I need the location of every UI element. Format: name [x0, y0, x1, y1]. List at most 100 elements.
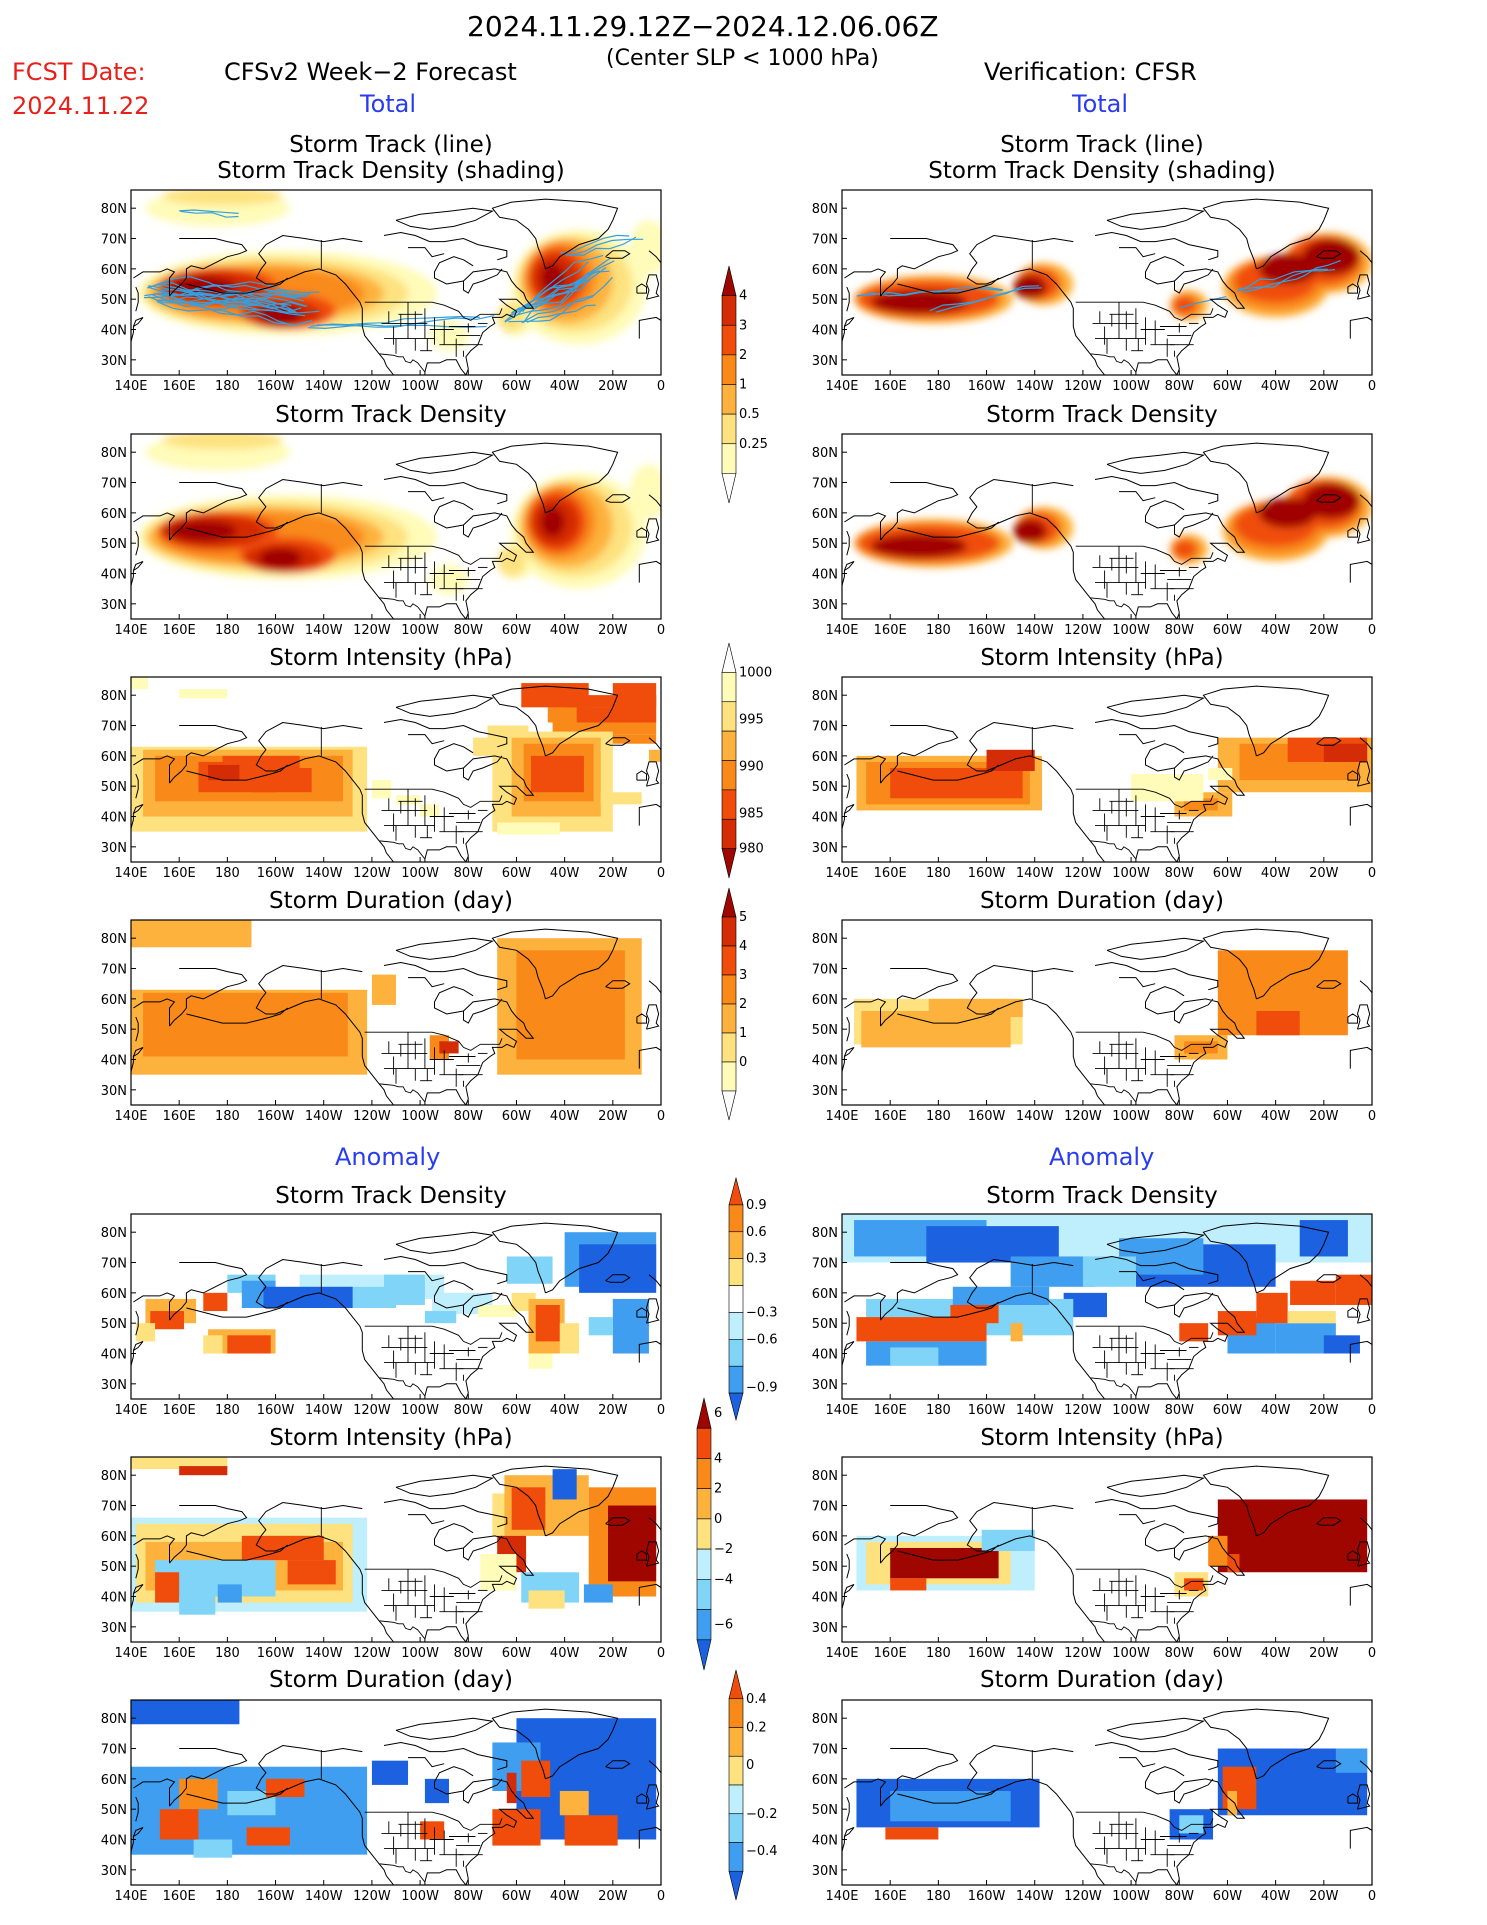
- coastline: [1089, 840, 1106, 862]
- coastline: [1135, 755, 1246, 862]
- coastline: [1316, 1760, 1342, 1769]
- lon-label: 100W: [401, 1403, 439, 1418]
- coastline: [1089, 1083, 1106, 1105]
- lon-label: 40W: [550, 1889, 580, 1904]
- coastline: [131, 1583, 144, 1609]
- coastlines: [842, 198, 1372, 375]
- forecast-title: CFSv2 Week−2 Forecast: [224, 58, 517, 86]
- coastline: [966, 478, 1091, 599]
- lon-label: 60W: [502, 623, 532, 638]
- lat-label: 40N: [812, 1591, 838, 1606]
- verification-duration-panel: 140E 160E 180 160W 140W 120W 100W 80W 60W 40W 20W 0…: [812, 919, 1376, 1124]
- lat-label: 60N: [101, 1287, 127, 1302]
- grid-cell: [179, 1466, 228, 1476]
- lon-label: 20W: [1309, 866, 1339, 881]
- lon-label: 180: [926, 623, 951, 638]
- forecast-track-title: Storm Track (line) Storm Track Density (…: [131, 132, 651, 184]
- lon-label: 160W: [968, 866, 1006, 881]
- coastline: [966, 234, 1091, 355]
- coastline: [135, 773, 139, 799]
- forecast-density-panel-map-area: [131, 434, 661, 619]
- lat-label: 70N: [101, 233, 127, 248]
- lat-label: 70N: [812, 720, 838, 735]
- lon-label: 160E: [163, 379, 196, 394]
- lon-label: 80W: [1165, 866, 1195, 881]
- grid-cell: [600, 734, 657, 744]
- lon-label: 60W: [502, 1109, 532, 1124]
- lon-label: 20W: [598, 1646, 628, 1661]
- fcst-date-label: FCST Date:: [12, 58, 146, 86]
- coastline: [636, 283, 647, 294]
- grid-cell: [131, 1457, 228, 1470]
- coastline: [1356, 1004, 1371, 1030]
- lat-label: 30N: [101, 841, 127, 856]
- coastline: [186, 1301, 288, 1318]
- coastline: [169, 1505, 248, 1564]
- storm-track: [160, 288, 320, 314]
- coastline: [395, 1231, 494, 1254]
- lon-label: 0: [1368, 1646, 1376, 1661]
- forecast-anom-density-panel-map-area: [131, 1222, 661, 1399]
- grid-cell: [480, 1554, 517, 1591]
- grid-cell: [1217, 1499, 1368, 1573]
- coastline: [1359, 980, 1372, 994]
- coastline: [645, 518, 660, 544]
- gridded-shading: [856, 737, 1372, 817]
- coastline: [491, 442, 619, 514]
- lat-label: 60N: [101, 263, 127, 278]
- lon-label: 160E: [163, 1109, 196, 1124]
- coastline: [1135, 1535, 1246, 1642]
- panel-frame: [841, 676, 1373, 863]
- coastlines: [842, 1465, 1372, 1642]
- lon-label: 140W: [1016, 1889, 1054, 1904]
- border: [1075, 788, 1214, 808]
- coastline: [605, 980, 631, 989]
- verification-intensity-panel: 140E 160E 180 160W 140W 120W 100W 80W 60W 40W 20W 0…: [812, 676, 1376, 881]
- coastline: [434, 1766, 474, 1795]
- lon-label: 140W: [305, 1646, 343, 1661]
- density-contour: [497, 546, 527, 577]
- borders: [320, 1750, 503, 1883]
- lon-label: 160E: [874, 1109, 907, 1124]
- lon-label: 160E: [163, 1889, 196, 1904]
- lat-label: 30N: [812, 598, 838, 613]
- lon-label: 0: [657, 1403, 665, 1418]
- lon-label: 20W: [598, 1889, 628, 1904]
- grid-cell: [583, 1584, 613, 1603]
- grid-cell: [371, 974, 396, 1005]
- coastline: [255, 1501, 380, 1622]
- border: [1075, 1325, 1214, 1345]
- coastline: [1202, 198, 1330, 270]
- lat-label: 60N: [101, 993, 127, 1008]
- lon-label: 80W: [1165, 623, 1195, 638]
- coastline: [1359, 1274, 1372, 1288]
- lat-label: 70N: [812, 1743, 838, 1758]
- panel-frame: [841, 1699, 1373, 1886]
- lon-label: 20W: [1309, 1403, 1339, 1418]
- forecast-duration-panel: 140E 160E 180 160W 140W 120W 100W 80W 60W 40W 20W 0…: [101, 919, 665, 1124]
- lat-label: 80N: [101, 689, 127, 704]
- lon-label: 160W: [257, 1889, 295, 1904]
- coastline: [1106, 451, 1205, 474]
- grid-cell: [439, 1041, 459, 1054]
- lon-label: 40W: [1261, 379, 1291, 394]
- lon-label: 60W: [1213, 1646, 1243, 1661]
- coastline: [1145, 1280, 1185, 1309]
- lat-label: 80N: [812, 1226, 838, 1241]
- lat-label: 60N: [101, 750, 127, 765]
- lat-label: 80N: [101, 446, 127, 461]
- coastline: [1359, 737, 1372, 751]
- coastline: [424, 1778, 535, 1885]
- borders: [1031, 484, 1214, 617]
- verification-anom-density-panel-map-area: [842, 1214, 1372, 1399]
- lon-label: 60W: [1213, 379, 1243, 394]
- lon-label: 40W: [550, 1403, 580, 1418]
- lat-label: 30N: [812, 841, 838, 856]
- lat-label: 40N: [101, 1591, 127, 1606]
- coastline: [255, 1744, 380, 1865]
- density-contour: [258, 547, 303, 569]
- border: [1090, 1377, 1137, 1397]
- gridded-shading: [856, 1748, 1368, 1840]
- lon-label: 0: [1368, 379, 1376, 394]
- coastline: [424, 1535, 535, 1642]
